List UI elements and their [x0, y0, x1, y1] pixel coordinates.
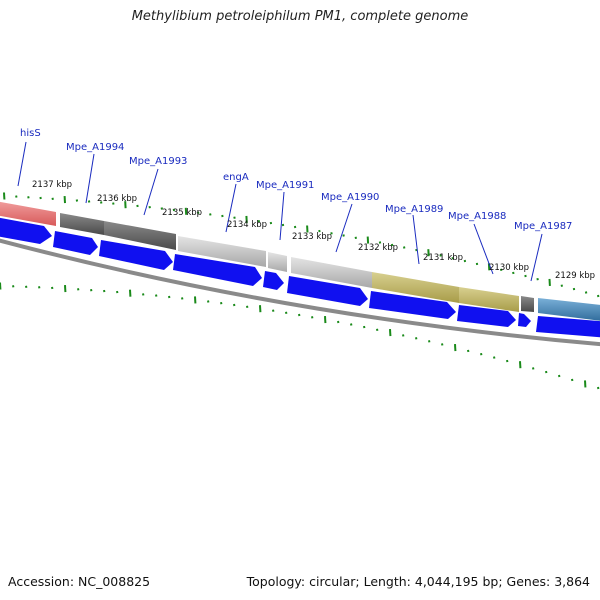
gene-label-enga: engA: [223, 172, 249, 233]
cds-arrow: [263, 271, 284, 290]
gene-label: Mpe_A1988: [448, 211, 506, 222]
feature-block: [0, 201, 56, 226]
cds-arrow: [173, 254, 262, 286]
cds-arrow: [457, 305, 516, 327]
gene-label-mpe-a1993: Mpe_A1993: [129, 156, 187, 216]
accession-label: Accession: NC_008825: [8, 574, 151, 589]
gene-label-mpe-a1989: Mpe_A1989: [385, 204, 443, 265]
feature-block: [268, 252, 287, 272]
position-tick-labels: 2137 kbp 2136 kbp 2135 kbp 2134 kbp 2133…: [32, 180, 595, 281]
tick-label: 2130 kbp: [489, 263, 529, 273]
tick-label: 2134 kbp: [227, 220, 267, 230]
gene-label-hisS: hisS: [17, 128, 41, 187]
gene-label: Mpe_A1989: [385, 204, 443, 215]
gene-label: Mpe_A1987: [514, 221, 572, 232]
tick-label: 2135 kbp: [162, 208, 202, 218]
cds-arrow: [53, 231, 98, 255]
map-title: Methylibium petroleiphilum PM1, complete…: [131, 9, 469, 24]
feature-block: [60, 213, 104, 235]
gene-labels: hisS Mpe_A1994 Mpe_A1993 engA Mpe_A1991 …: [17, 128, 572, 282]
cds-arrow: [0, 217, 52, 244]
genome-summary: Topology: circular; Length: 4,044,195 bp…: [246, 574, 590, 589]
tick-label: 2133 kbp: [292, 232, 332, 242]
gene-label-mpe-a1988: Mpe_A1988: [448, 211, 506, 275]
cds-arrow: [536, 316, 600, 338]
backbone-arc: [0, 238, 600, 347]
cds-track: [0, 217, 600, 338]
gene-label-mpe-a1990: Mpe_A1990: [321, 192, 379, 253]
gene-label: Mpe_A1993: [129, 156, 187, 167]
gene-label: Mpe_A1994: [66, 142, 124, 153]
feature-block: [104, 221, 176, 250]
tick-label: 2129 kbp: [555, 271, 595, 281]
gc-skew-ticks-upper: [3, 192, 600, 298]
feature-band: [0, 201, 600, 321]
tick-label: 2132 kbp: [358, 243, 398, 253]
feature-block: [459, 287, 519, 312]
gene-label-mpe-a1994: Mpe_A1994: [66, 142, 124, 204]
feature-block: [178, 236, 266, 267]
gene-label: engA: [223, 172, 249, 183]
feature-block: [538, 298, 600, 321]
cds-arrow: [99, 240, 173, 270]
gene-label: Mpe_A1991: [256, 180, 314, 191]
gc-skew-ticks-lower: [0, 282, 600, 390]
cds-arrow: [287, 276, 368, 306]
gene-label: Mpe_A1990: [321, 192, 379, 203]
tick-label: 2137 kbp: [32, 180, 72, 190]
feature-block: [291, 257, 372, 288]
feature-block: [521, 296, 534, 312]
feature-block: [372, 272, 459, 303]
cds-arrow: [369, 291, 456, 319]
tick-label: 2136 kbp: [97, 194, 137, 204]
gene-label-mpe-a1987: Mpe_A1987: [514, 221, 572, 282]
tick-label: 2131 kbp: [423, 253, 463, 263]
gene-label-mpe-a1991: Mpe_A1991: [256, 180, 314, 241]
gene-label: hisS: [20, 128, 41, 139]
cds-arrow: [518, 313, 531, 327]
